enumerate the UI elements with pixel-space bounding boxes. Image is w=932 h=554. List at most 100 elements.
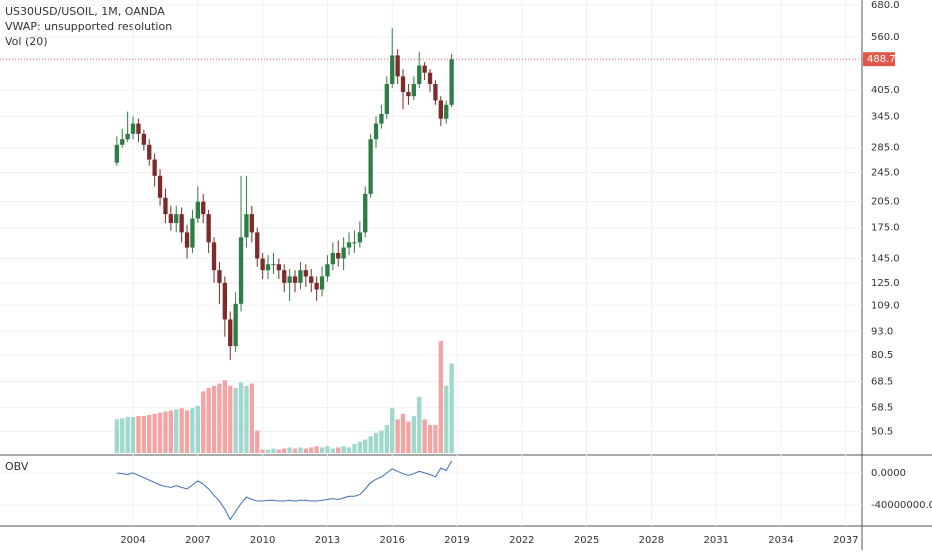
volume-bar <box>265 449 271 453</box>
candle-body <box>244 214 249 238</box>
volume-bar <box>422 419 427 453</box>
x-tick-label: 2019 <box>444 535 469 546</box>
candle-body <box>368 139 373 194</box>
candle-body <box>211 242 217 271</box>
candle-body <box>184 232 190 248</box>
candle-body <box>271 264 276 266</box>
volume-bar <box>211 385 217 453</box>
y-tick-label: 145.0 <box>871 253 900 264</box>
candle-body <box>336 252 341 259</box>
volume-bar <box>357 441 362 453</box>
y-tick-label: 50.5 <box>871 427 893 438</box>
volume-bar <box>136 416 141 453</box>
candle-body <box>411 84 416 97</box>
y-tick-label: 125.0 <box>871 278 900 289</box>
volume-bar <box>233 388 238 453</box>
y-tick-label: 0.0000 <box>871 468 906 479</box>
volume-bar <box>406 421 411 453</box>
candle-body <box>444 104 449 119</box>
candle-body <box>341 247 346 259</box>
volume-bar <box>325 446 330 453</box>
y-tick-label: 285.0 <box>871 143 900 154</box>
candle-body <box>357 232 362 243</box>
candle-body <box>433 84 438 101</box>
volume-bar <box>195 405 201 453</box>
y-tick-label: 560.0 <box>871 32 900 43</box>
volume-bar <box>125 417 130 453</box>
candle-body <box>147 144 152 160</box>
x-tick-label: 2031 <box>703 535 728 546</box>
volume-bar <box>179 408 184 453</box>
volume-bar <box>260 449 265 453</box>
y-tick-label: 109.0 <box>871 300 900 311</box>
candle-body <box>427 72 433 85</box>
volume-bar <box>438 341 443 453</box>
volume-bar <box>249 383 254 453</box>
volume-bar <box>384 425 389 453</box>
symbol-title: US30USD/USOIL, 1M, OANDA <box>5 5 165 18</box>
candle-body <box>379 113 384 124</box>
volume-bar <box>449 363 454 453</box>
volume-bar <box>433 425 438 453</box>
volume-bar <box>282 448 287 453</box>
volume-bar <box>303 448 308 453</box>
y-tick-label: 175.0 <box>871 223 900 234</box>
volume-bar <box>336 447 341 453</box>
volume-bar <box>190 408 195 453</box>
x-tick-label: 2007 <box>185 535 210 546</box>
x-tick-label: 2010 <box>250 535 275 546</box>
volume-bar <box>363 439 368 453</box>
candle-body <box>255 232 260 259</box>
candle-body <box>298 270 303 283</box>
candle-body <box>346 242 352 248</box>
candle-body <box>438 100 443 119</box>
candle-body <box>330 252 335 265</box>
x-tick-label: 2022 <box>509 535 534 546</box>
volume-bar <box>352 444 357 453</box>
candle-body <box>303 270 308 277</box>
volume-bar <box>287 447 292 453</box>
volume-bar <box>271 448 276 453</box>
candle-body <box>130 123 136 134</box>
volume-bar <box>244 385 249 453</box>
candle-body <box>276 264 281 271</box>
volume-bar <box>341 446 346 453</box>
candle-body <box>417 65 422 85</box>
candle-body <box>249 214 254 233</box>
volume-bar <box>373 432 379 453</box>
volume-bar <box>141 416 147 453</box>
volume-bar <box>276 449 281 453</box>
x-tick-label: 2025 <box>574 535 599 546</box>
indicator-label: Vol (20) <box>5 35 48 48</box>
volume-bar <box>222 380 228 453</box>
volume-bar <box>184 410 190 453</box>
candle-body <box>292 276 298 283</box>
candle-body <box>400 76 406 93</box>
volume-bar <box>228 385 233 453</box>
y-tick-label: -40000000.0000 <box>871 500 932 511</box>
volume-bar <box>368 436 373 453</box>
candle-body <box>260 258 265 271</box>
candle-body <box>125 133 130 140</box>
volume-bar <box>346 447 352 453</box>
volume-bar <box>298 447 303 453</box>
candle-body <box>157 175 163 198</box>
y-tick-label: 80.5 <box>871 350 893 361</box>
volume-bar <box>114 419 120 453</box>
last-price-badge <box>863 52 895 67</box>
y-tick-label: 245.0 <box>871 167 900 178</box>
volume-bar <box>411 416 416 453</box>
volume-bar <box>217 383 222 453</box>
candle-body <box>168 214 174 224</box>
candle-body <box>390 55 395 85</box>
y-tick-label: 205.0 <box>871 197 900 208</box>
candle-body <box>190 218 195 248</box>
candle-body <box>136 123 141 134</box>
candle-body <box>120 139 125 145</box>
last-price-label: 488.7 <box>867 54 896 65</box>
candle-body <box>222 282 228 320</box>
y-tick-label: 68.5 <box>871 377 893 388</box>
candle-body <box>152 159 157 176</box>
candle-body <box>265 264 271 271</box>
obv-line <box>116 460 453 521</box>
